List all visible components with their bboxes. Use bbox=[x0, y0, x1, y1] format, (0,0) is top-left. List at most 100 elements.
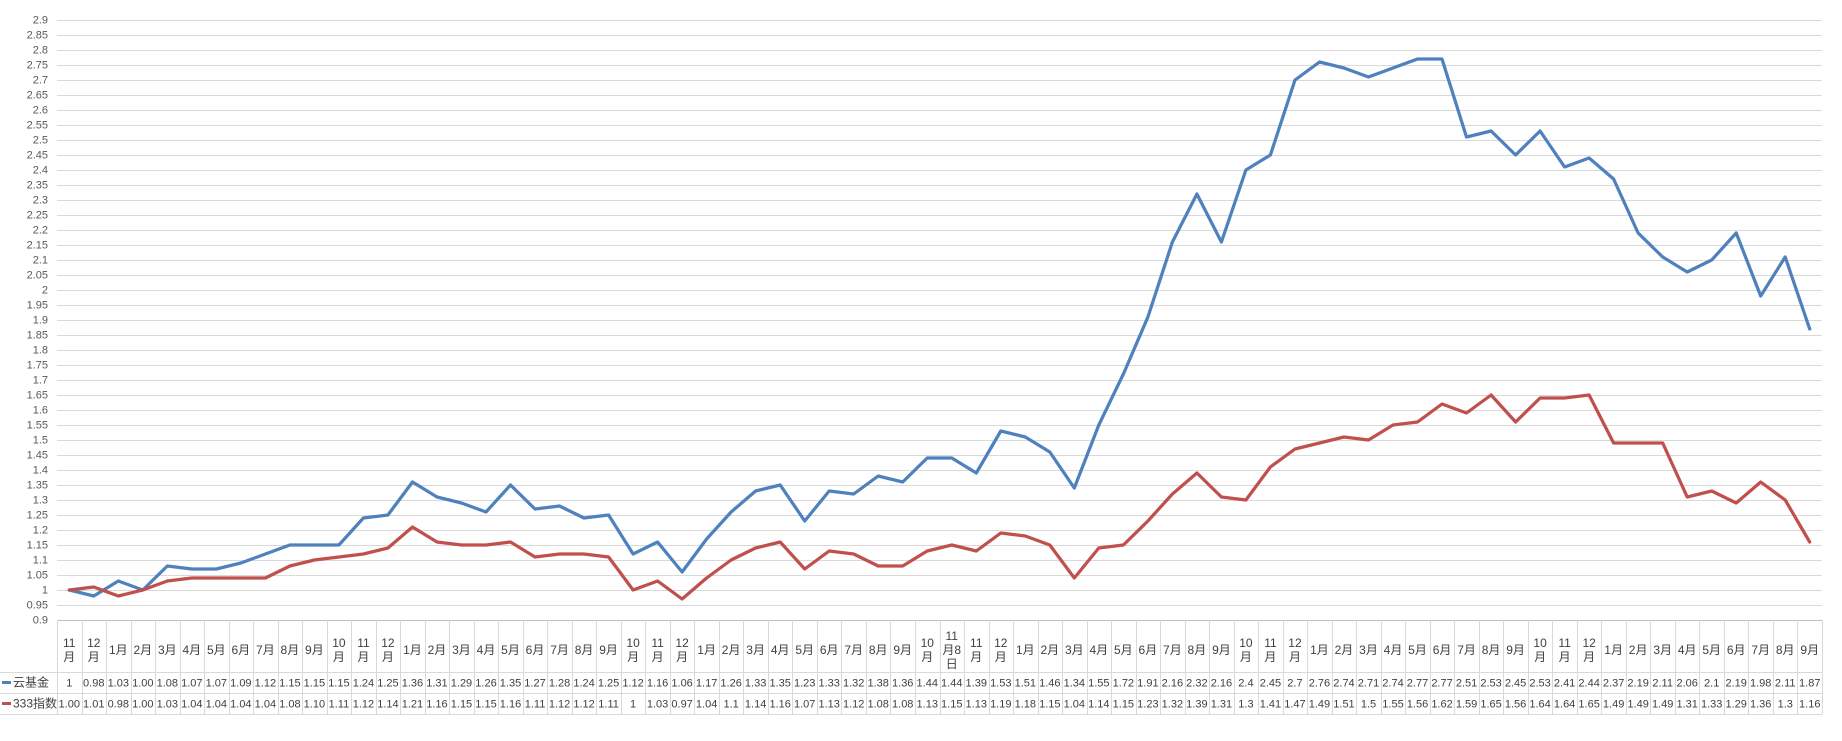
y-axis-tick-label: 0.95 bbox=[27, 600, 48, 612]
x-axis-label: 3月 bbox=[746, 643, 765, 657]
x-axis-label: 月 bbox=[357, 650, 369, 664]
y-axis-tick-label: 1.15 bbox=[27, 540, 48, 552]
x-axis-label: 12 bbox=[675, 636, 689, 650]
x-axis-label: 6月 bbox=[1139, 643, 1158, 657]
table-cell: 1.87 bbox=[1799, 678, 1820, 690]
x-axis-label: 9月 bbox=[1800, 643, 1819, 657]
x-axis-label: 7月 bbox=[256, 643, 275, 657]
table-cell: 1.55 bbox=[1088, 678, 1109, 690]
x-axis-label: 5月 bbox=[207, 643, 226, 657]
table-cell: 1.03 bbox=[108, 678, 129, 690]
x-axis-label: 月 bbox=[333, 650, 345, 664]
table-cell: 1.16 bbox=[769, 699, 790, 711]
x-axis-label: 12 bbox=[994, 636, 1008, 650]
x-axis-label: 4月 bbox=[477, 643, 496, 657]
table-cell: 1.38 bbox=[868, 678, 889, 690]
y-axis-tick-label: 1.9 bbox=[33, 315, 48, 327]
x-axis-label: 月8 bbox=[942, 643, 961, 657]
table-cell: 1.25 bbox=[377, 678, 398, 690]
x-axis-label: 月 bbox=[970, 650, 982, 664]
table-cell: 1.12 bbox=[573, 699, 594, 711]
x-axis-label: 7月 bbox=[844, 643, 863, 657]
y-axis-tick-label: 2.4 bbox=[33, 165, 48, 177]
y-axis-tick-label: 2.3 bbox=[33, 195, 48, 207]
y-axis-tick-label: 2.5 bbox=[33, 135, 48, 147]
x-axis-label: 月 bbox=[1264, 650, 1276, 664]
x-axis-label: 5月 bbox=[1702, 643, 1721, 657]
x-axis-label: 5月 bbox=[501, 643, 520, 657]
table-cell: 2.77 bbox=[1431, 678, 1452, 690]
table-cell: 2.53 bbox=[1529, 678, 1550, 690]
table-cell: 2.45 bbox=[1260, 678, 1281, 690]
table-cell: 2.11 bbox=[1652, 678, 1673, 690]
table-cell: 1.31 bbox=[1676, 699, 1697, 711]
table-cell: 1.15 bbox=[451, 699, 472, 711]
table-cell: 1.08 bbox=[157, 678, 178, 690]
x-axis-label: 6月 bbox=[1727, 643, 1746, 657]
x-axis-label: 8月 bbox=[1482, 643, 1501, 657]
table-cell: 1.15 bbox=[304, 678, 325, 690]
x-axis-label: 5月 bbox=[1114, 643, 1133, 657]
table-cell: 2.76 bbox=[1309, 678, 1330, 690]
table-cell: 1.09 bbox=[230, 678, 251, 690]
y-axis: 2.9 2.85 2.8 2.75 2.7 2.65 2.6 2.55 2.5 2.45 2.4 2.… bbox=[27, 15, 48, 627]
table-cell: 1.49 bbox=[1652, 699, 1673, 711]
y-axis-tick-label: 2.85 bbox=[27, 30, 48, 42]
x-axis-label: 5月 bbox=[1408, 643, 1427, 657]
table-cell: 1.29 bbox=[451, 678, 472, 690]
x-axis-label: 月 bbox=[676, 650, 688, 664]
x-axis-label: 4月 bbox=[182, 643, 201, 657]
x-axis-label: 12 bbox=[1582, 636, 1596, 650]
table-cell: 1.35 bbox=[500, 678, 521, 690]
x-axis-label: 2月 bbox=[133, 643, 152, 657]
y-axis-tick-label: 2.7 bbox=[33, 75, 48, 87]
legend-label-1: 333指数 bbox=[13, 696, 57, 711]
table-cell: 2.37 bbox=[1603, 678, 1624, 690]
table-cell: 2.1 bbox=[1704, 678, 1719, 690]
table-cell: 1.14 bbox=[745, 699, 766, 711]
x-axis-label: 6月 bbox=[820, 643, 839, 657]
table-cell: 1.07 bbox=[794, 699, 815, 711]
table-cell: 1.64 bbox=[1529, 699, 1550, 711]
y-axis-tick-label: 2.75 bbox=[27, 60, 48, 72]
table-cell: 1.55 bbox=[1382, 699, 1403, 711]
x-axis-label: 11 bbox=[1264, 636, 1277, 650]
table-cell: 1.00 bbox=[132, 678, 153, 690]
y-axis-tick-label: 1 bbox=[42, 585, 48, 597]
x-axis-label: 3月 bbox=[452, 643, 471, 657]
x-axis-label: 7月 bbox=[550, 643, 569, 657]
table-cell: 2.4 bbox=[1238, 678, 1253, 690]
x-axis-label: 10 bbox=[1239, 636, 1253, 650]
x-axis-label: 11 bbox=[946, 629, 959, 643]
table-cell: 1.46 bbox=[1039, 678, 1060, 690]
legend-label-0: 云基金 bbox=[13, 675, 49, 690]
table-cell: 1.29 bbox=[1725, 699, 1746, 711]
table-cell: 1.49 bbox=[1603, 699, 1624, 711]
table-cell: 1.04 bbox=[255, 699, 276, 711]
table-cell: 1.04 bbox=[230, 699, 251, 711]
table-cell: 1.15 bbox=[1039, 699, 1060, 711]
table-cell: 1.91 bbox=[1137, 678, 1158, 690]
table-cell: 1.15 bbox=[475, 699, 496, 711]
x-axis-label: 11 bbox=[357, 636, 370, 650]
x-axis-label: 12 bbox=[1288, 636, 1302, 650]
table-cell: 1.36 bbox=[1750, 699, 1771, 711]
y-axis-tick-label: 2.45 bbox=[27, 150, 48, 162]
table-cell: 1.32 bbox=[1162, 699, 1183, 711]
table-cell: 1.18 bbox=[1015, 699, 1036, 711]
table-cell: 1.26 bbox=[720, 678, 741, 690]
table-cell: 1.07 bbox=[206, 678, 227, 690]
table-cell: 1.35 bbox=[769, 678, 790, 690]
x-axis-label: 月 bbox=[88, 650, 100, 664]
y-axis-tick-label: 1.7 bbox=[33, 375, 48, 387]
x-axis-label: 2月 bbox=[1335, 643, 1354, 657]
y-axis-tick-label: 2.55 bbox=[27, 120, 48, 132]
x-axis-label: 月 bbox=[995, 650, 1007, 664]
table-cell: 1.51 bbox=[1333, 699, 1354, 711]
table-cell: 2.74 bbox=[1382, 678, 1403, 690]
table-cell: 1.13 bbox=[818, 699, 839, 711]
x-axis-label: 8月 bbox=[869, 643, 888, 657]
table-cell: 1.3 bbox=[1778, 699, 1793, 711]
x-axis-label: 1月 bbox=[1310, 643, 1329, 657]
table-cell: 1.01 bbox=[83, 699, 104, 711]
